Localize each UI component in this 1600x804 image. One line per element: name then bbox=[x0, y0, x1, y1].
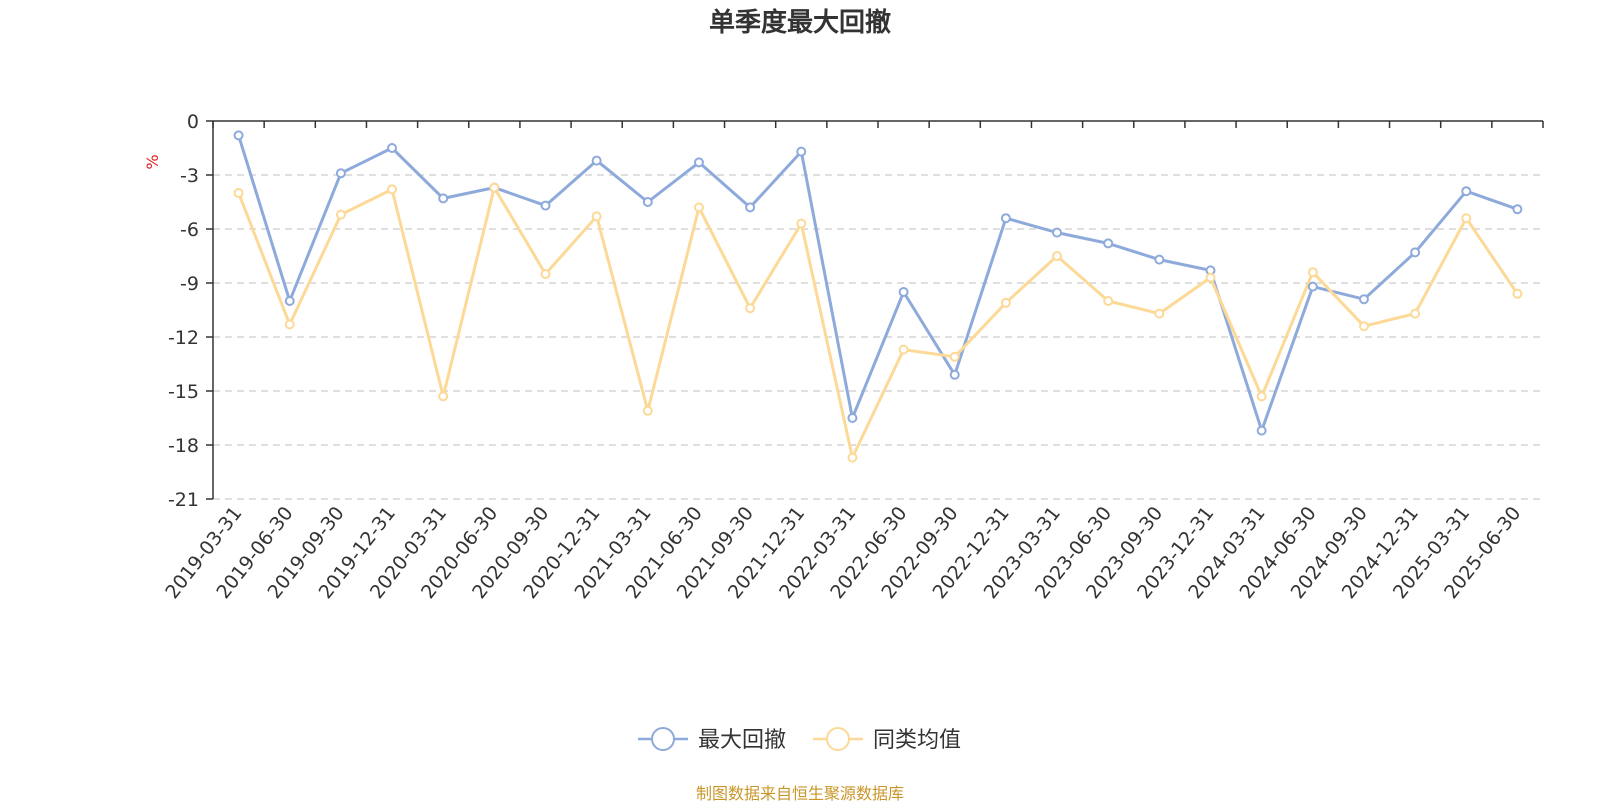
series-1-point bbox=[1154, 254, 1165, 265]
series-2-point bbox=[387, 184, 398, 195]
series-2-point bbox=[898, 344, 909, 355]
series-2-point bbox=[949, 351, 960, 362]
legend-label: 同类均值 bbox=[873, 728, 961, 753]
series-2-point bbox=[438, 391, 449, 402]
series-2-point bbox=[335, 209, 346, 220]
series-2-point bbox=[540, 269, 551, 279]
series-points bbox=[233, 130, 1523, 463]
series-1-point bbox=[1256, 425, 1267, 436]
legend-marker-icon bbox=[826, 727, 850, 751]
series-2-point bbox=[1103, 296, 1114, 306]
series-2-point bbox=[591, 211, 602, 222]
series-2-point bbox=[489, 182, 500, 193]
y-tick-label: -12 bbox=[168, 327, 199, 349]
series-2-point bbox=[284, 319, 295, 330]
series-2-point bbox=[847, 452, 858, 463]
chart-title: 单季度最大回撤 bbox=[708, 8, 891, 38]
series-2-point bbox=[796, 218, 807, 229]
legend-item-1[interactable]: 最大回撤 bbox=[638, 727, 786, 753]
y-tick-label: -9 bbox=[180, 273, 199, 295]
series-2-point bbox=[1461, 213, 1472, 224]
series-1-point bbox=[1358, 294, 1369, 305]
series-1-point bbox=[1052, 227, 1063, 238]
series-1-point bbox=[949, 369, 960, 380]
y-axis-label: % bbox=[143, 154, 162, 169]
series-2-point bbox=[1512, 288, 1523, 299]
series-2-point bbox=[1358, 321, 1369, 332]
legend-item-2[interactable]: 同类均值 bbox=[813, 727, 961, 753]
series-1-point bbox=[284, 296, 295, 306]
y-tick-label: -21 bbox=[168, 489, 199, 511]
legend[interactable]: 最大回撤 同类均值 bbox=[638, 727, 961, 753]
series-lines bbox=[237, 134, 1519, 460]
series-1-point bbox=[1000, 213, 1011, 224]
source-note: 制图数据来自恒生聚源数据库 bbox=[695, 784, 904, 803]
series-1-point bbox=[693, 157, 704, 168]
series-2-point bbox=[1410, 308, 1421, 319]
series-1-point bbox=[1512, 204, 1523, 215]
series-1-point bbox=[438, 193, 449, 204]
series-1-point bbox=[898, 287, 909, 297]
series-2-point bbox=[1154, 308, 1165, 319]
y-tick-label: 0 bbox=[187, 111, 199, 133]
series-2-point bbox=[1256, 391, 1267, 402]
series-1-point bbox=[233, 130, 244, 141]
axes: 0-3-6-9-12-15-18-212019-03-312019-06-302… bbox=[143, 111, 1544, 603]
series-1-point bbox=[1307, 281, 1318, 292]
series-1-point bbox=[335, 168, 346, 179]
y-tick-label: -18 bbox=[168, 435, 199, 457]
series-1-point bbox=[591, 155, 602, 166]
series-1-point bbox=[1410, 247, 1421, 258]
series-2-point bbox=[745, 303, 756, 314]
series-1-point bbox=[796, 146, 807, 157]
series-line-2 bbox=[237, 186, 1519, 460]
series-1-point bbox=[387, 143, 398, 153]
series-line-1 bbox=[237, 134, 1518, 433]
series-1-point bbox=[847, 413, 858, 423]
series-2-point bbox=[233, 188, 244, 198]
series-2-point bbox=[693, 202, 704, 213]
series-2-point bbox=[1307, 267, 1318, 278]
series-1-point bbox=[745, 202, 756, 213]
series-2-point bbox=[642, 405, 653, 416]
grid-lines bbox=[213, 174, 1543, 500]
legend-label: 最大回撤 bbox=[698, 728, 786, 753]
series-1-point bbox=[642, 197, 653, 207]
legend-marker-icon bbox=[651, 727, 675, 751]
series-2-point bbox=[1000, 297, 1011, 308]
series-1-point bbox=[1461, 186, 1472, 197]
series-2-point bbox=[1052, 251, 1063, 261]
y-tick-label: -15 bbox=[168, 381, 199, 403]
series-2-point bbox=[1205, 272, 1216, 283]
y-tick-label: -3 bbox=[180, 165, 199, 187]
y-tick-label: -6 bbox=[180, 219, 199, 241]
series-1-point bbox=[540, 200, 551, 211]
series-1-point bbox=[1103, 238, 1114, 249]
